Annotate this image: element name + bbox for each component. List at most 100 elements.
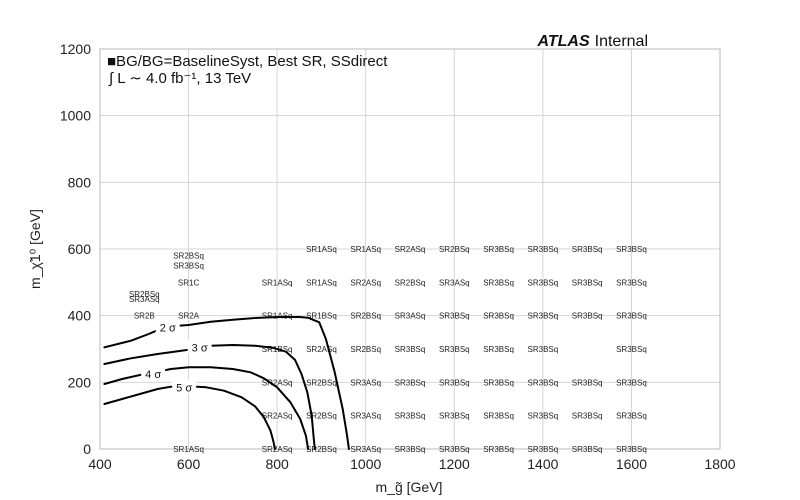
signal-region-label: SR2ASq (262, 412, 293, 421)
signal-region-label: SR3BSq (395, 445, 426, 454)
contour-label: 2 σ (160, 322, 176, 334)
signal-region-label: SR2BSq (439, 245, 470, 254)
signal-region-label: SR1ASq (306, 278, 337, 287)
signal-region-label: SR3BSq (572, 378, 603, 387)
signal-region-label: SR1BSq (306, 312, 337, 321)
signal-region-label: SR3BSq (572, 278, 603, 287)
signal-region-label: SR3BSq (483, 278, 514, 287)
signal-region-label: SR3BSq (439, 445, 470, 454)
contour-label-background (155, 319, 180, 334)
y-axis-label: m_χ̃1⁰ [GeV] (27, 209, 43, 289)
signal-region-label: SR2BSq (350, 345, 381, 354)
x-tick-label: 1400 (527, 456, 558, 472)
y-tick-label: 200 (68, 374, 92, 390)
signal-region-label: SR1C (178, 278, 200, 287)
signal-region-label: SR2BSq (350, 312, 381, 321)
significance-contours: 2 σ 3 σ 4 σ 5 σ (103, 316, 350, 450)
signal-region-label: SR2BSq (395, 278, 426, 287)
y-tick-label: 1200 (60, 41, 91, 57)
contour-label-background (187, 339, 212, 354)
signal-region-label: SR2ASq (306, 345, 337, 354)
contour-label: 4 σ (145, 369, 161, 381)
y-axis-ticks: 0 200 400 600 800 1000 1200 (60, 41, 91, 457)
signal-region-label: SR3BSq (395, 345, 426, 354)
x-tick-label: 600 (177, 456, 201, 472)
grid (99, 48, 721, 450)
signal-region-label: SR1ASq (173, 445, 204, 454)
signal-region-label: SR3BSq (616, 345, 647, 354)
signal-region-label: SR3BSq (572, 245, 603, 254)
x-axis-label: m_g̃ [GeV] (376, 479, 443, 495)
signal-region-label: SR2ASq (395, 245, 426, 254)
signal-region-label: SR3ASq (439, 278, 470, 287)
contour-label-background (172, 379, 197, 394)
signal-region-label: SR2BSq (306, 445, 337, 454)
x-tick-label: 1800 (704, 456, 735, 472)
signal-region-label: SR3BSq (572, 445, 603, 454)
y-tick-label: 1000 (60, 108, 91, 124)
signal-region-label: SR3BSq (395, 412, 426, 421)
signal-region-label: SR3BSq (439, 312, 470, 321)
signal-region-label: SR1ASq (306, 245, 337, 254)
signal-region-label: SR3ASq (395, 312, 426, 321)
atlas-internal-label: ATLAS Internal (536, 33, 648, 50)
signal-region-label: SR3ASq (350, 378, 381, 387)
x-tick-label: 1000 (350, 456, 381, 472)
signal-region-label: SR2ASq (262, 445, 293, 454)
signal-region-label: SR3BSq (483, 445, 514, 454)
atlas-bold: ATLAS (536, 33, 589, 50)
x-tick-label: 1600 (616, 456, 647, 472)
x-tick-label: 1200 (439, 456, 470, 472)
signal-region-label: SR2BSq (129, 290, 160, 299)
signal-region-label: SR1ASq (262, 278, 293, 287)
signal-region-label: SR3BSq (528, 312, 559, 321)
signal-region-label: SR3BSq (528, 445, 559, 454)
signal-region-label: SR2B (134, 312, 155, 321)
signal-region-label: SR2BSq (173, 252, 204, 261)
plot-frame (99, 48, 721, 450)
y-tick-label: 0 (83, 441, 91, 457)
signal-region-label: SR3BSq (616, 312, 647, 321)
signal-region-label: SR2BSq (306, 412, 337, 421)
contour-label-background (141, 366, 166, 380)
signal-region-label: SR3BSq (616, 278, 647, 287)
signal-region-label: SR3BSq (616, 445, 647, 454)
signal-region-label: SR3BSq (439, 378, 470, 387)
signal-region-label: SR2BSq (306, 378, 337, 387)
signal-region-label: SR3BSq (528, 245, 559, 254)
signal-region-label: SR2ASq (262, 378, 293, 387)
signal-region-label: SR3BSq (483, 378, 514, 387)
signal-region-label: SR3BSq (483, 312, 514, 321)
annotation-line-1: ■BG/BG=BaselineSyst, Best SR, SSdirect (107, 53, 388, 70)
signal-region-label: SR2A (178, 312, 200, 321)
signal-region-label: SR3BSq (528, 412, 559, 421)
signal-region-label: SR3BSq (616, 245, 647, 254)
signal-region-label: SR3BSq (395, 378, 426, 387)
signal-region-label: SR3BSq (528, 345, 559, 354)
signal-region-label: SR3BSq (173, 262, 204, 271)
contour-line (103, 344, 316, 450)
signal-region-label: SR3ASq (350, 445, 381, 454)
signal-region-label: SR3BSq (483, 245, 514, 254)
signal-region-label: SR3BSq (572, 312, 603, 321)
signal-region-label: SR3BSq (439, 412, 470, 421)
y-tick-label: 800 (68, 174, 92, 190)
signal-region-label: SR3BSq (616, 378, 647, 387)
signal-region-label: SR3ASq (350, 412, 381, 421)
contour-label: 3 σ (192, 342, 208, 354)
signal-region-label: SR1ASq (350, 245, 381, 254)
x-tick-label: 800 (265, 456, 289, 472)
contour-label: 5 σ (176, 382, 192, 394)
signal-region-label: SR3BSq (616, 412, 647, 421)
y-tick-label: 600 (68, 241, 92, 257)
annotation-line-2: ∫ L ∼ 4.0 fb⁻¹, 13 TeV (108, 70, 251, 87)
signal-region-labels: SR1ASq SR2ASq SR2BSq SR3ASq SR3BSq SR3BSq SR3B… (129, 245, 647, 454)
signal-region-label: SR3BSq (528, 278, 559, 287)
atlas-rest: Internal (595, 33, 648, 50)
signal-region-label: SR3BSq (572, 412, 603, 421)
contour-line (103, 385, 276, 450)
x-tick-label: 400 (88, 456, 112, 472)
x-axis-ticks: 400 600 800 1000 1200 1400 1600 1800 (88, 456, 735, 472)
signal-region-label: SR3ASq (129, 295, 160, 304)
